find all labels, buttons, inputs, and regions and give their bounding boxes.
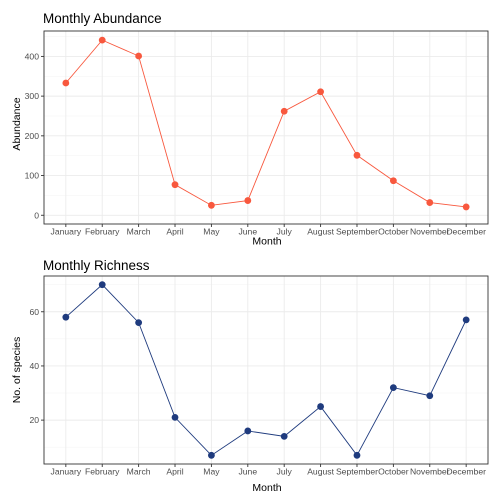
richness-chart: Monthly Richness Month No. of species 20…	[11, 258, 489, 494]
richness-x-tick-label: April	[166, 467, 183, 477]
abundance-x-tick-label: October	[378, 227, 409, 237]
abundance-series-line	[65, 39, 467, 208]
richness-x-tick-label: February	[85, 467, 120, 477]
abundance-chart-title: Monthly Abundance	[43, 11, 162, 26]
richness-data-point-january	[62, 313, 70, 321]
richness-panel-background	[44, 276, 488, 464]
abundance-data-point-june	[244, 197, 252, 204]
abundance-x-tick-label: March	[127, 227, 151, 237]
richness-data-point-april	[171, 414, 179, 421]
abundance-data-point-july	[280, 107, 288, 115]
richness-panel-border	[43, 275, 489, 465]
abundance-x-tick-label: April	[166, 227, 183, 237]
richness-y-tick-label: 40	[29, 361, 39, 371]
abundance-x-tick-label: December	[446, 227, 486, 237]
richness-data-point-december	[462, 316, 470, 324]
abundance-data-point-october	[389, 177, 397, 185]
richness-x-tick-label: September	[336, 467, 378, 477]
richness-x-tick-label: June	[238, 467, 257, 477]
richness-data-point-march	[135, 319, 143, 326]
abundance-y-tick-label: 100	[25, 171, 40, 181]
richness-x-tick-label: October	[378, 467, 409, 477]
abundance-data-point-september	[353, 151, 361, 159]
abundance-data-point-april	[171, 181, 179, 189]
richness-y-tick-label: 20	[29, 415, 39, 425]
abundance-data-point-august	[317, 88, 324, 96]
abundance-x-tick-label: September	[336, 227, 378, 237]
richness-data-point-july	[280, 432, 288, 440]
richness-x-tick-label: December	[446, 467, 486, 477]
abundance-data-point-november	[426, 199, 434, 206]
abundance-x-tick-label: January	[51, 227, 82, 237]
abundance-x-tick-label: June	[238, 227, 257, 237]
richness-data-point-february	[98, 281, 106, 289]
richness-chart-title: Monthly Richness	[43, 258, 150, 273]
abundance-x-axis-label: Month	[252, 236, 281, 248]
abundance-chart: Monthly Abundance Month Abundance 0 100 20…	[11, 11, 489, 248]
richness-data-point-november	[426, 392, 434, 400]
abundance-panel-background	[44, 31, 488, 224]
richness-x-tick-label: August	[307, 467, 334, 477]
richness-data-point-june	[244, 427, 252, 435]
richness-data-point-september	[353, 451, 361, 459]
richness-data-point-august	[317, 403, 324, 410]
abundance-data-point-february	[98, 36, 106, 44]
richness-y-axis-label: No. of species	[11, 337, 23, 404]
abundance-y-tick-label: 400	[25, 51, 40, 61]
abundance-y-axis-label: Abundance	[11, 97, 23, 150]
abundance-y-tick-label: 200	[25, 131, 40, 141]
abundance-data-point-may	[208, 201, 215, 209]
abundance-x-tick-label: February	[85, 227, 120, 237]
abundance-panel-border	[43, 30, 489, 225]
abundance-data-point-march	[135, 52, 143, 60]
richness-x-axis-label: Month	[252, 482, 281, 494]
abundance-x-tick-label: November	[410, 227, 450, 237]
richness-data-point-may	[208, 451, 215, 459]
richness-series-line	[65, 284, 467, 457]
abundance-x-tick-label: July	[277, 227, 293, 237]
richness-x-tick-label: March	[127, 467, 151, 477]
richness-x-tick-label: May	[203, 467, 220, 477]
richness-y-tick-label: 60	[29, 307, 39, 317]
abundance-x-tick-label: May	[203, 227, 220, 237]
richness-x-tick-label: July	[277, 467, 293, 477]
abundance-x-tick-label: August	[307, 227, 334, 237]
abundance-y-tick-label: 300	[25, 91, 40, 101]
richness-x-tick-label: November	[410, 467, 450, 477]
abundance-y-tick-label: 0	[34, 210, 39, 220]
abundance-data-point-december	[462, 203, 470, 211]
abundance-data-point-january	[62, 79, 70, 87]
richness-x-tick-label: January	[51, 467, 82, 477]
richness-data-point-october	[389, 384, 397, 392]
